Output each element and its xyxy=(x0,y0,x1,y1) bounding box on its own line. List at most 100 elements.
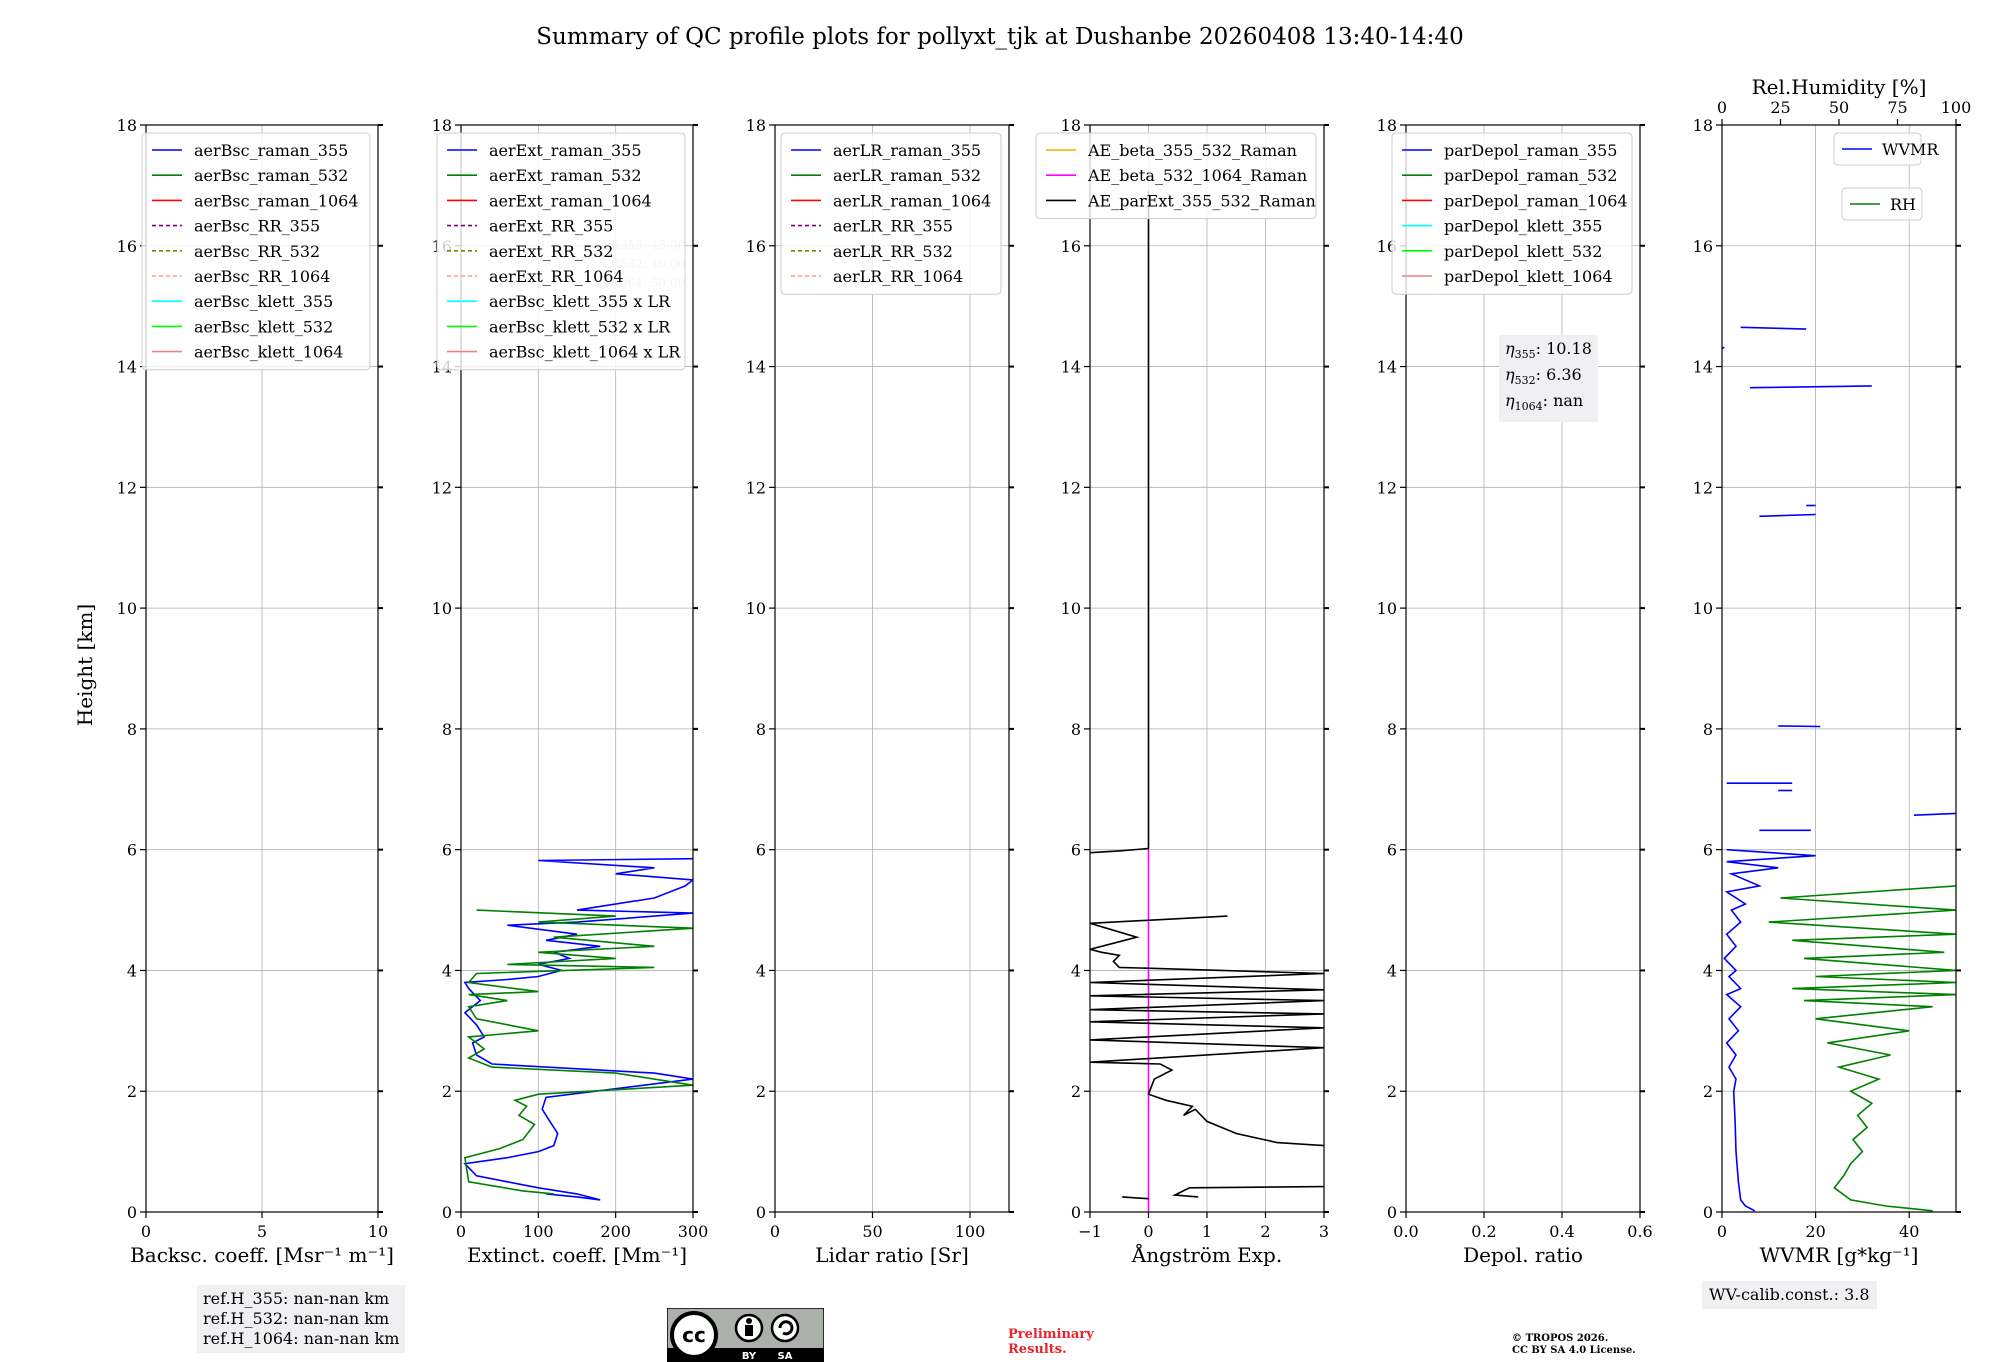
y-tick-label: 6 xyxy=(442,841,452,860)
y-tick-label: 4 xyxy=(127,961,137,980)
legend-label: aerBsc_raman_355 xyxy=(194,141,348,160)
x-tick-label: 0.4 xyxy=(1549,1222,1574,1241)
y-tick-label: 16 xyxy=(1061,237,1081,256)
x-axis-label: Depol. ratio xyxy=(1463,1243,1583,1267)
y-tick-label: 14 xyxy=(117,358,137,377)
legend-label: aerLR_raman_355 xyxy=(833,141,981,160)
legend-label: aerBsc_klett_1064 xyxy=(194,343,343,362)
eta-532: η532: 6.36 xyxy=(1505,365,1582,388)
y-tick-label: 14 xyxy=(1061,358,1081,377)
legend: aerExt_raman_355 aerExt_raman_532 aerExt_r… xyxy=(436,132,686,371)
y-tick-label: 2 xyxy=(1703,1082,1713,1101)
x-tick-label: 3 xyxy=(1319,1222,1329,1241)
share-alike-icon xyxy=(770,1313,800,1343)
legend-label: aerBsc_raman_1064 xyxy=(194,191,359,210)
x-tick-label: 0.0 xyxy=(1393,1222,1418,1241)
y-tick-label: 4 xyxy=(1703,961,1713,980)
x-tick-label: 300 xyxy=(678,1222,709,1241)
legend-label: aerExt_RR_355 xyxy=(489,217,613,236)
y-tick-label: 12 xyxy=(432,478,452,497)
legend: parDepol_raman_355 parDepol_raman_532 parD… xyxy=(1391,132,1633,295)
top-x-tick-label: 0 xyxy=(1717,98,1727,117)
legend-label: aerLR_raman_532 xyxy=(833,166,981,185)
y-tick-label: 4 xyxy=(442,961,452,980)
y-tick-label: 10 xyxy=(432,599,452,618)
series-RH-11 xyxy=(1768,885,1956,1212)
y-tick-label: 12 xyxy=(1377,478,1397,497)
x-tick-label: 40 xyxy=(1899,1222,1919,1241)
y-tick-label: 2 xyxy=(756,1082,766,1101)
legend-label: parDepol_klett_355 xyxy=(1444,217,1602,236)
x-tick-label: 1 xyxy=(1202,1222,1212,1241)
y-tick-label: 6 xyxy=(1703,841,1713,860)
x-tick-label: 0 xyxy=(141,1222,151,1241)
legend-label: parDepol_raman_532 xyxy=(1444,166,1617,185)
y-tick-label: 4 xyxy=(756,961,766,980)
y-tick-label: 18 xyxy=(117,116,137,135)
y-tick-label: 12 xyxy=(1693,478,1713,497)
reference-height-box: ref.H_355: nan-nan km ref.H_532: nan-nan… xyxy=(197,1285,406,1353)
legend: aerLR_raman_355 aerLR_raman_532 aerLR_rama… xyxy=(780,132,1002,295)
y-tick-label: 18 xyxy=(1693,116,1713,135)
axes-frame xyxy=(460,124,694,1213)
series-aerExt_raman_532-1 xyxy=(463,909,693,1195)
x-axis-label: WVMR [g*kg⁻¹] xyxy=(1760,1243,1919,1267)
ref-height-532: ref.H_532: nan-nan km xyxy=(203,1309,390,1328)
y-tick-label: 2 xyxy=(1387,1082,1397,1101)
svg-text:cc: cc xyxy=(682,1323,706,1347)
legend-label: aerBsc_RR_1064 xyxy=(194,267,330,286)
x-tick-label: −1 xyxy=(1078,1222,1102,1241)
figure-title: Summary of QC profile plots for pollyxt_… xyxy=(536,24,1463,50)
legend-label: aerExt_RR_532 xyxy=(489,242,613,261)
legend-label: aerLR_RR_355 xyxy=(833,217,953,236)
legend-label: aerExt_raman_1064 xyxy=(489,191,652,210)
x-tick-label: 0 xyxy=(456,1222,466,1241)
panel-extinction: 0246810121416180100200300Extinct. coeff.… xyxy=(432,116,709,1267)
y-tick-label: 16 xyxy=(746,237,766,256)
y-tick-label: 18 xyxy=(746,116,766,135)
cc-icon xyxy=(670,1311,718,1359)
series-WVMR-5 xyxy=(1778,725,1821,728)
y-tick-label: 8 xyxy=(442,720,452,739)
y-tick-label: 0 xyxy=(127,1203,137,1222)
legend-label: AE_beta_532_1064_Raman xyxy=(1087,166,1307,185)
y-tick-label: 4 xyxy=(1071,961,1081,980)
svg-text:BY: BY xyxy=(742,1351,757,1362)
svg-text:SA: SA xyxy=(778,1351,793,1362)
y-tick-label: 4 xyxy=(1387,961,1397,980)
y-tick-label: 14 xyxy=(1693,358,1713,377)
y-tick-label: 10 xyxy=(746,599,766,618)
y-tick-label: 8 xyxy=(756,720,766,739)
legend-label: aerBsc_RR_532 xyxy=(194,242,320,261)
x-tick-label: 0 xyxy=(1143,1222,1153,1241)
y-tick-label: 2 xyxy=(1071,1082,1081,1101)
y-tick-label: 18 xyxy=(1377,116,1397,135)
legend-rh: RH xyxy=(1841,187,1923,221)
y-tick-label: 16 xyxy=(117,237,137,256)
x-tick-label: 0 xyxy=(770,1222,780,1241)
y-tick-label: 8 xyxy=(1703,720,1713,739)
legend-label: aerBsc_klett_532 xyxy=(194,317,333,336)
y-tick-label: 10 xyxy=(1693,599,1713,618)
x-tick-label: 0.6 xyxy=(1627,1222,1652,1241)
series-WVMR-6 xyxy=(1759,513,1816,518)
y-tick-label: 0 xyxy=(1703,1203,1713,1222)
y-tick-label: 14 xyxy=(1377,358,1397,377)
legend-label: aerBsc_klett_355 xyxy=(194,292,333,311)
ref-height-355: ref.H_355: nan-nan km xyxy=(203,1289,390,1308)
y-tick-label: 12 xyxy=(1061,478,1081,497)
legend-label: aerBsc_klett_532 x LR xyxy=(489,317,671,336)
x-tick-label: 0 xyxy=(1717,1222,1727,1241)
x-tick-label: 2 xyxy=(1260,1222,1270,1241)
legend-label: WVMR xyxy=(1882,140,1939,159)
legend-label: RH xyxy=(1890,195,1916,214)
series-WVMR-0 xyxy=(1723,848,1816,1212)
legend-label: aerBsc_klett_355 x LR xyxy=(489,292,671,311)
preliminary-results-note: Preliminary Results. xyxy=(1008,1327,1094,1357)
panel-lidar_ratio: 0 2 4 6 8 10 12 14 16 18 0 50 100 Lidar ratio [Sr] aer… xyxy=(746,116,1014,1267)
legend-label: parDepol_raman_355 xyxy=(1444,141,1617,160)
legend-wvmr: WVMR xyxy=(1833,132,1939,166)
eta-calibration-box: η355: 10.18 η532: 6.36 η1064: nan xyxy=(1499,335,1598,422)
y-axis-label: Height [km] xyxy=(73,604,97,726)
